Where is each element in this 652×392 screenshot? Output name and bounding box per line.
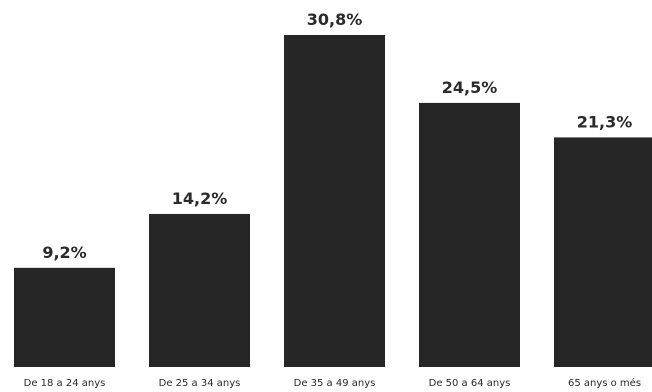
- category-label-4: De 50 a 64 anys: [429, 378, 511, 389]
- category-label-3: De 35 a 49 anys: [294, 378, 376, 389]
- bar-2: [149, 213, 250, 367]
- value-label-5: 21,3%: [577, 112, 633, 131]
- value-label-4: 24,5%: [442, 78, 498, 97]
- category-label-2: De 25 a 34 anys: [159, 378, 241, 389]
- value-label-1: 9,2%: [42, 243, 86, 262]
- bars-group: [14, 35, 652, 367]
- bar-4: [419, 102, 520, 367]
- bar-3: [284, 35, 385, 367]
- category-labels-group: De 18 a 24 anys De 25 a 34 anys De 35 a 49…: [24, 377, 641, 389]
- value-labels-group: 9,2% 14,2% 30,8% 24,5% 21,3%: [42, 10, 632, 262]
- bar-5: [554, 137, 652, 367]
- value-label-3: 30,8%: [307, 10, 363, 29]
- bar-1: [14, 267, 115, 367]
- category-label-5: 65 anys o més: [568, 377, 641, 389]
- category-label-1: De 18 a 24 anys: [24, 378, 106, 389]
- value-label-2: 14,2%: [172, 189, 228, 208]
